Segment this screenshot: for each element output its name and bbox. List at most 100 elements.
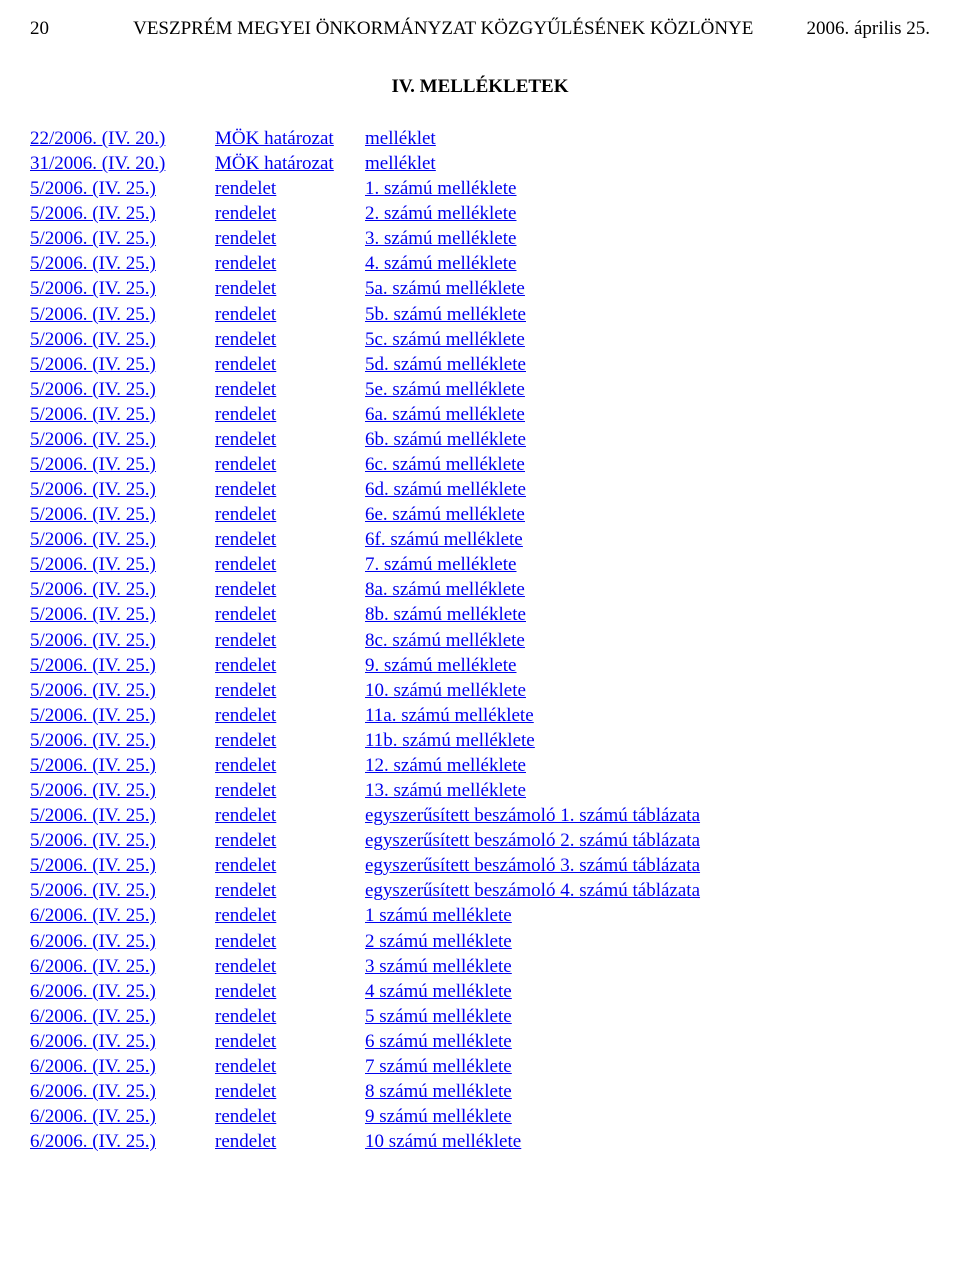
reference-link[interactable]: 6/2006. (IV. 25.) [30,931,156,952]
type-link[interactable]: rendelet [215,604,276,625]
type-link[interactable]: rendelet [215,379,276,400]
type-link[interactable]: rendelet [215,905,276,926]
reference-link[interactable]: 5/2006. (IV. 25.) [30,755,156,776]
reference-link[interactable]: 5/2006. (IV. 25.) [30,203,156,224]
type-link[interactable]: rendelet [215,329,276,350]
attachment-link[interactable]: melléklet [365,153,436,174]
attachment-link[interactable]: 4 számú melléklete [365,981,512,1002]
attachment-link[interactable]: 3 számú melléklete [365,956,512,977]
reference-link[interactable]: 5/2006. (IV. 25.) [30,404,156,425]
reference-link[interactable]: 5/2006. (IV. 25.) [30,504,156,525]
type-link[interactable]: rendelet [215,203,276,224]
type-link[interactable]: rendelet [215,253,276,274]
attachment-link[interactable]: 6f. számú melléklete [365,529,523,550]
type-link[interactable]: rendelet [215,429,276,450]
type-link[interactable]: rendelet [215,956,276,977]
reference-link[interactable]: 5/2006. (IV. 25.) [30,604,156,625]
reference-link[interactable]: 5/2006. (IV. 25.) [30,705,156,726]
type-link[interactable]: rendelet [215,579,276,600]
attachment-link[interactable]: 7 számú melléklete [365,1056,512,1077]
attachment-link[interactable]: 6a. számú melléklete [365,404,525,425]
reference-link[interactable]: 5/2006. (IV. 25.) [30,429,156,450]
type-link[interactable]: rendelet [215,554,276,575]
type-link[interactable]: rendelet [215,354,276,375]
attachment-link[interactable]: 6c. számú melléklete [365,454,525,475]
attachment-link[interactable]: 1 számú melléklete [365,905,512,926]
attachment-link[interactable]: 1. számú melléklete [365,178,516,199]
type-link[interactable]: rendelet [215,479,276,500]
reference-link[interactable]: 6/2006. (IV. 25.) [30,1056,156,1077]
type-link[interactable]: rendelet [215,404,276,425]
type-link[interactable]: rendelet [215,278,276,299]
type-link[interactable]: MÖK határozat [215,153,334,174]
attachment-link[interactable]: egyszerűsített beszámoló 1. számú tábláz… [365,805,700,826]
reference-link[interactable]: 5/2006. (IV. 25.) [30,780,156,801]
type-link[interactable]: rendelet [215,1106,276,1127]
attachment-link[interactable]: 6e. számú melléklete [365,504,525,525]
reference-link[interactable]: 5/2006. (IV. 25.) [30,253,156,274]
attachment-link[interactable]: 6 számú melléklete [365,1031,512,1052]
attachment-link[interactable]: 6d. számú melléklete [365,479,526,500]
type-link[interactable]: rendelet [215,880,276,901]
reference-link[interactable]: 5/2006. (IV. 25.) [30,329,156,350]
type-link[interactable]: rendelet [215,981,276,1002]
attachment-link[interactable]: 13. számú melléklete [365,780,526,801]
type-link[interactable]: rendelet [215,228,276,249]
type-link[interactable]: rendelet [215,705,276,726]
reference-link[interactable]: 6/2006. (IV. 25.) [30,1006,156,1027]
reference-link[interactable]: 5/2006. (IV. 25.) [30,379,156,400]
reference-link[interactable]: 5/2006. (IV. 25.) [30,630,156,651]
reference-link[interactable]: 5/2006. (IV. 25.) [30,529,156,550]
reference-link[interactable]: 6/2006. (IV. 25.) [30,1031,156,1052]
attachment-link[interactable]: 8 számú melléklete [365,1081,512,1102]
attachment-link[interactable]: 4. számú melléklete [365,253,516,274]
reference-link[interactable]: 6/2006. (IV. 25.) [30,981,156,1002]
reference-link[interactable]: 5/2006. (IV. 25.) [30,855,156,876]
attachment-link[interactable]: 5 számú melléklete [365,1006,512,1027]
type-link[interactable]: rendelet [215,504,276,525]
attachment-link[interactable]: 6b. számú melléklete [365,429,526,450]
type-link[interactable]: rendelet [215,780,276,801]
type-link[interactable]: rendelet [215,680,276,701]
attachment-link[interactable]: 7. számú melléklete [365,554,516,575]
attachment-link[interactable]: 5b. számú melléklete [365,304,526,325]
type-link[interactable]: rendelet [215,529,276,550]
attachment-link[interactable]: 5d. számú melléklete [365,354,526,375]
type-link[interactable]: rendelet [215,1006,276,1027]
reference-link[interactable]: 5/2006. (IV. 25.) [30,805,156,826]
reference-link[interactable]: 5/2006. (IV. 25.) [30,354,156,375]
attachment-link[interactable]: 5c. számú melléklete [365,329,525,350]
attachment-link[interactable]: 2. számú melléklete [365,203,516,224]
reference-link[interactable]: 5/2006. (IV. 25.) [30,680,156,701]
attachment-link[interactable]: 11b. számú melléklete [365,730,535,751]
reference-link[interactable]: 5/2006. (IV. 25.) [30,278,156,299]
attachment-link[interactable]: 10. számú melléklete [365,680,526,701]
reference-link[interactable]: 31/2006. (IV. 20.) [30,153,165,174]
reference-link[interactable]: 5/2006. (IV. 25.) [30,479,156,500]
type-link[interactable]: rendelet [215,931,276,952]
reference-link[interactable]: 5/2006. (IV. 25.) [30,454,156,475]
type-link[interactable]: rendelet [215,630,276,651]
reference-link[interactable]: 22/2006. (IV. 20.) [30,128,165,149]
attachment-link[interactable]: 10 számú melléklete [365,1131,521,1152]
type-link[interactable]: rendelet [215,655,276,676]
attachment-link[interactable]: 11a. számú melléklete [365,705,534,726]
reference-link[interactable]: 6/2006. (IV. 25.) [30,956,156,977]
type-link[interactable]: MÖK határozat [215,128,334,149]
reference-link[interactable]: 5/2006. (IV. 25.) [30,730,156,751]
attachment-link[interactable]: 2 számú melléklete [365,931,512,952]
attachment-link[interactable]: egyszerűsített beszámoló 2. számú tábláz… [365,830,700,851]
reference-link[interactable]: 5/2006. (IV. 25.) [30,880,156,901]
attachment-link[interactable]: egyszerűsített beszámoló 4. számú tábláz… [365,880,700,901]
reference-link[interactable]: 5/2006. (IV. 25.) [30,579,156,600]
attachment-link[interactable]: 5a. számú melléklete [365,278,525,299]
reference-link[interactable]: 5/2006. (IV. 25.) [30,178,156,199]
reference-link[interactable]: 6/2006. (IV. 25.) [30,1106,156,1127]
type-link[interactable]: rendelet [215,830,276,851]
type-link[interactable]: rendelet [215,855,276,876]
reference-link[interactable]: 6/2006. (IV. 25.) [30,1131,156,1152]
reference-link[interactable]: 6/2006. (IV. 25.) [30,1081,156,1102]
type-link[interactable]: rendelet [215,730,276,751]
type-link[interactable]: rendelet [215,1031,276,1052]
type-link[interactable]: rendelet [215,304,276,325]
